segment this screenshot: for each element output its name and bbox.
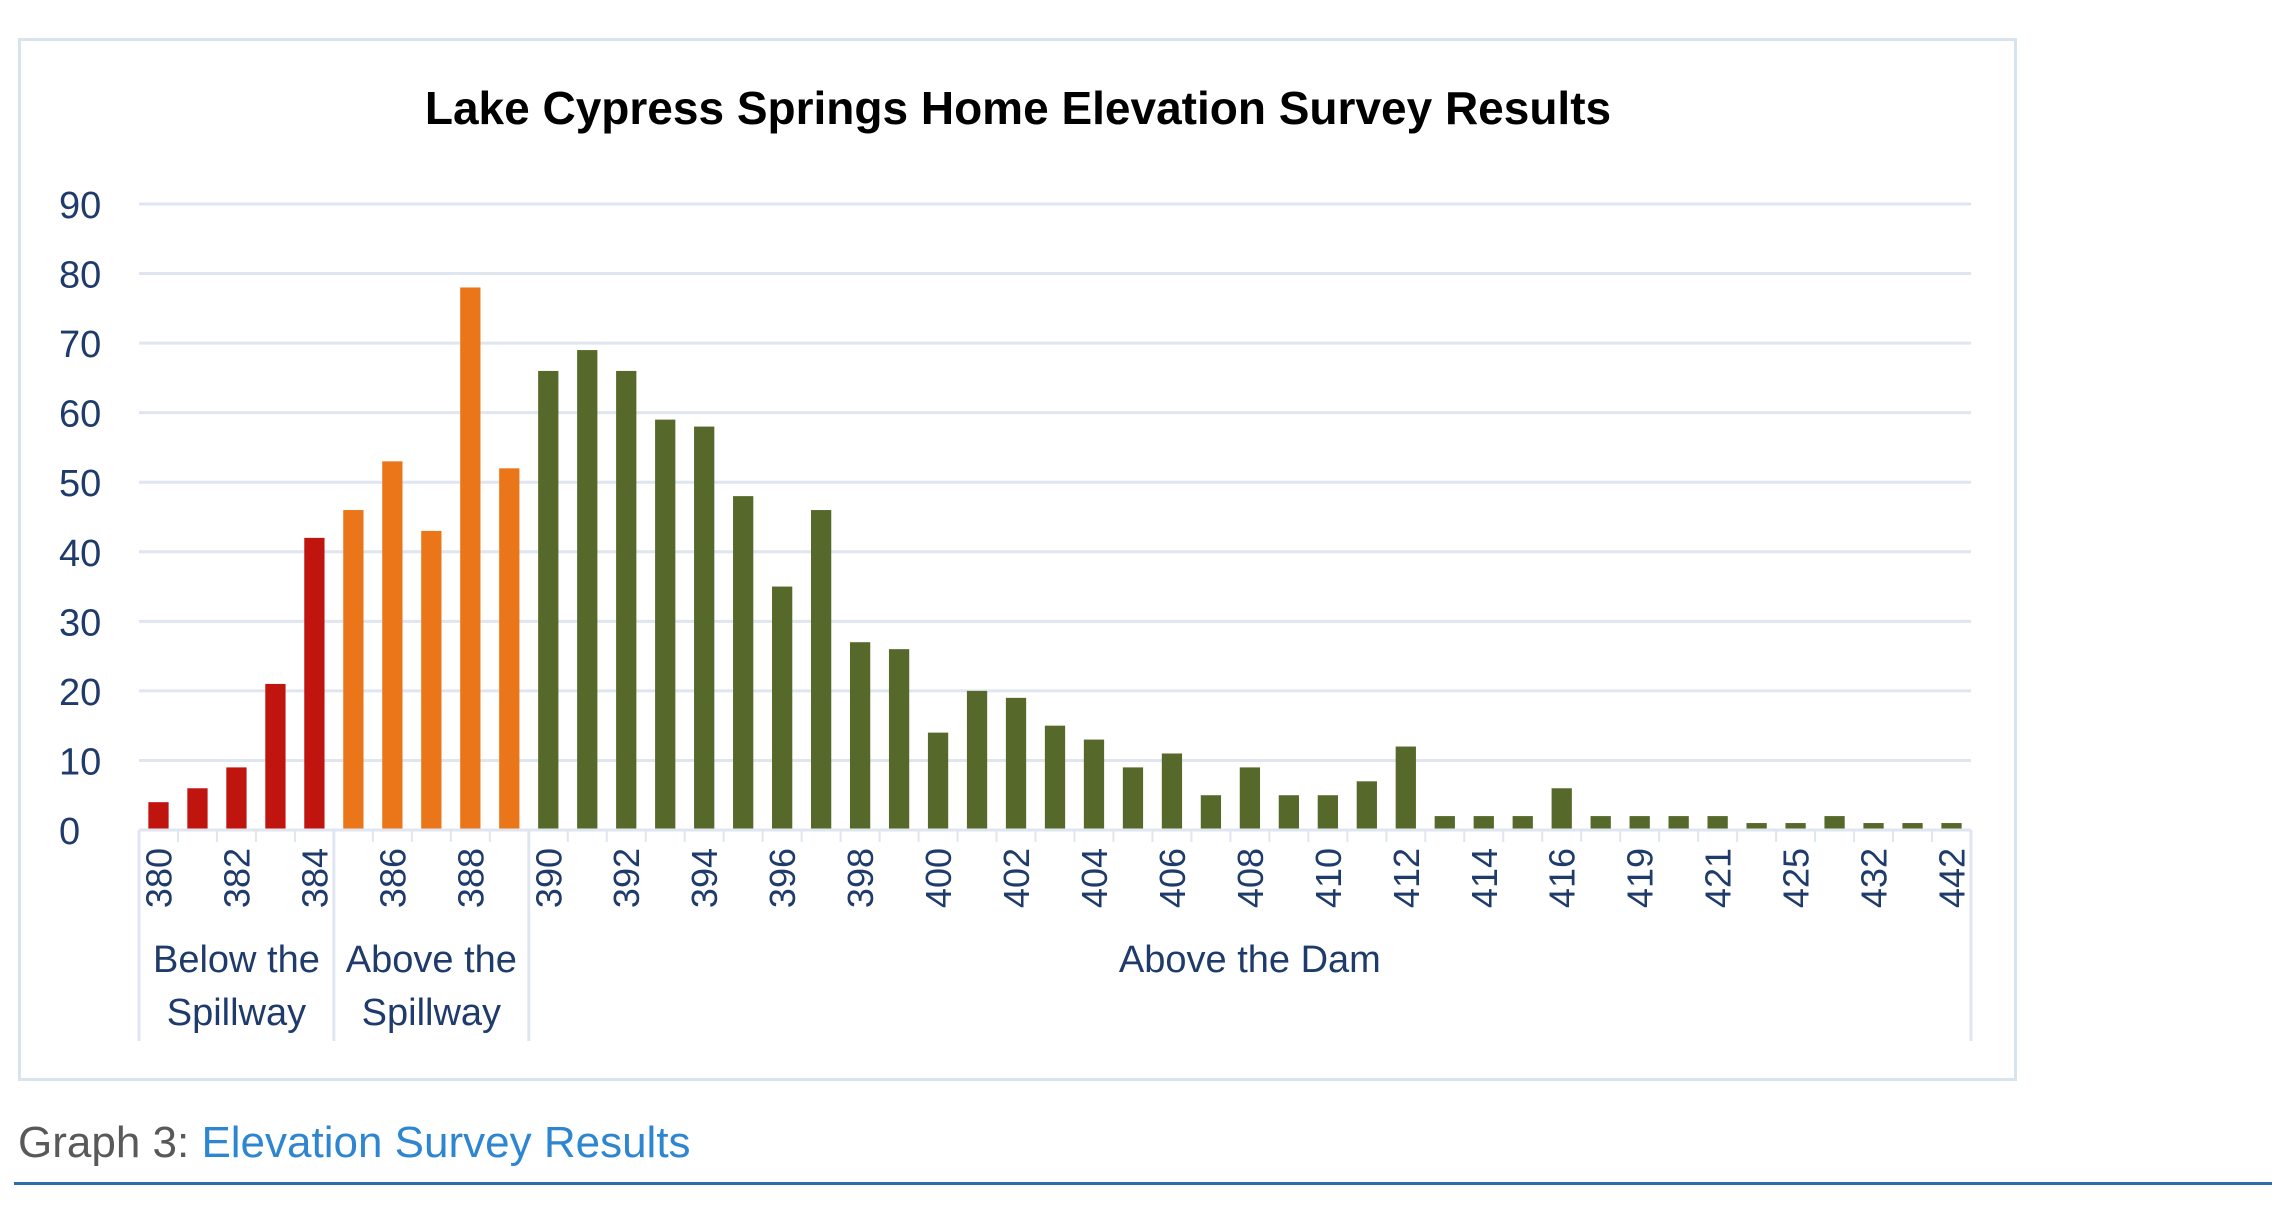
chart-title: Lake Cypress Springs Home Elevation Surv…	[425, 82, 1611, 134]
group-label-line2: Spillway	[362, 992, 501, 1034]
x-tick-label: 388	[450, 848, 491, 908]
bar	[421, 530, 442, 830]
x-tick-label: 410	[1308, 848, 1349, 908]
bar	[1278, 795, 1300, 830]
bar	[187, 788, 208, 830]
bar	[1356, 781, 1377, 830]
bar	[538, 370, 559, 830]
bar	[810, 510, 832, 830]
bar	[1161, 753, 1183, 830]
x-tick-label: 400	[918, 848, 959, 908]
x-axis	[138, 828, 1972, 842]
bar	[849, 642, 871, 830]
bar	[1395, 746, 1416, 830]
bar	[265, 683, 286, 830]
bar	[1590, 816, 1611, 830]
bar	[226, 767, 247, 830]
x-tick-label: 392	[606, 848, 647, 908]
bar	[1629, 816, 1650, 830]
figure-caption: Graph 3: Elevation Survey Results	[18, 1118, 691, 1168]
group-label-line1: Above the Dam	[1119, 939, 1381, 981]
x-tick-label: 386	[372, 848, 413, 908]
bar	[304, 537, 325, 830]
bar	[1824, 816, 1845, 830]
group-label-line1: Below the	[153, 939, 320, 981]
bar	[343, 510, 364, 830]
bar	[772, 586, 793, 830]
bar	[1785, 823, 1806, 830]
bar	[1863, 823, 1884, 830]
bar	[694, 426, 715, 830]
x-tick-label: 442	[1932, 848, 1973, 908]
bar	[1200, 795, 1222, 830]
bar	[1473, 816, 1494, 830]
bar	[1122, 767, 1144, 830]
bar	[148, 802, 169, 830]
caption-underline	[14, 1182, 2272, 1185]
bar	[1044, 725, 1066, 830]
y-tick-label: 10	[59, 741, 101, 783]
x-tick-label: 382	[216, 848, 257, 908]
x-tick-label: 416	[1542, 848, 1583, 908]
bar	[1668, 816, 1689, 830]
bar	[577, 350, 598, 830]
y-tick-label: 20	[59, 672, 101, 714]
caption-prefix: Graph 3:	[18, 1118, 202, 1167]
x-tick-label: 390	[528, 848, 569, 908]
bar	[1239, 767, 1261, 830]
bar	[888, 649, 910, 830]
y-tick-label: 50	[59, 463, 101, 505]
category-groups: Below the Spillway Above the Spillway Above …	[137, 830, 1973, 1041]
y-tick-label: 30	[59, 602, 101, 644]
bar	[1083, 739, 1105, 830]
x-tick-label: 412	[1386, 848, 1427, 908]
x-tick-label: 394	[684, 848, 725, 908]
x-tick-label: 402	[996, 848, 1037, 908]
caption-title-link[interactable]: Elevation Survey Results	[201, 1118, 691, 1167]
x-tick-label: 421	[1698, 848, 1739, 908]
y-tick-label: 40	[59, 533, 101, 575]
gridlines	[139, 202, 1971, 762]
bar	[616, 370, 637, 830]
bar	[1902, 823, 1923, 830]
group-label-line2: Spillway	[167, 992, 306, 1034]
chart-frame: Lake Cypress Springs Home Elevation Surv…	[18, 38, 2017, 1081]
y-tick-label: 80	[59, 255, 101, 297]
bar	[1005, 697, 1027, 830]
bar	[733, 496, 754, 830]
bar	[1941, 823, 1962, 830]
bar	[382, 461, 403, 830]
x-tick-label: 406	[1152, 848, 1193, 908]
bar	[1317, 795, 1338, 830]
x-tick-label: 414	[1464, 848, 1505, 908]
x-tick-label: 404	[1074, 848, 1115, 908]
bar	[1707, 816, 1728, 830]
y-tick-label: 70	[59, 324, 101, 366]
y-tick-label: 0	[59, 811, 80, 853]
x-tick-label: 398	[840, 848, 881, 908]
bar	[1512, 816, 1533, 830]
x-tick-label: 419	[1620, 848, 1661, 908]
x-tick-label: 384	[294, 848, 335, 908]
x-tick-label: 396	[762, 848, 803, 908]
bar	[1434, 816, 1455, 830]
bar	[1551, 788, 1572, 830]
elevation-bar-chart: Lake Cypress Springs Home Elevation Surv…	[59, 82, 1973, 1041]
bar	[460, 287, 481, 830]
x-tick-label: 408	[1230, 848, 1271, 908]
bar	[966, 690, 988, 830]
x-tick-label: 425	[1776, 848, 1817, 908]
y-tick-label: 60	[59, 394, 101, 436]
x-axis-tick-labels: 380 382 384 386 388 390 392 394 396 398 400 402 404 4…	[138, 848, 1972, 908]
bar	[927, 732, 949, 830]
x-tick-label: 432	[1854, 848, 1895, 908]
y-axis-tick-labels: 0 10 20 30 40 50 60 70 80 90	[59, 185, 101, 853]
y-tick-label: 90	[59, 185, 101, 227]
bar	[655, 419, 676, 830]
bars	[148, 287, 1962, 830]
group-label-line1: Above the	[346, 939, 517, 981]
bar	[499, 468, 520, 830]
bar	[1746, 823, 1767, 830]
x-tick-label: 380	[138, 848, 179, 908]
